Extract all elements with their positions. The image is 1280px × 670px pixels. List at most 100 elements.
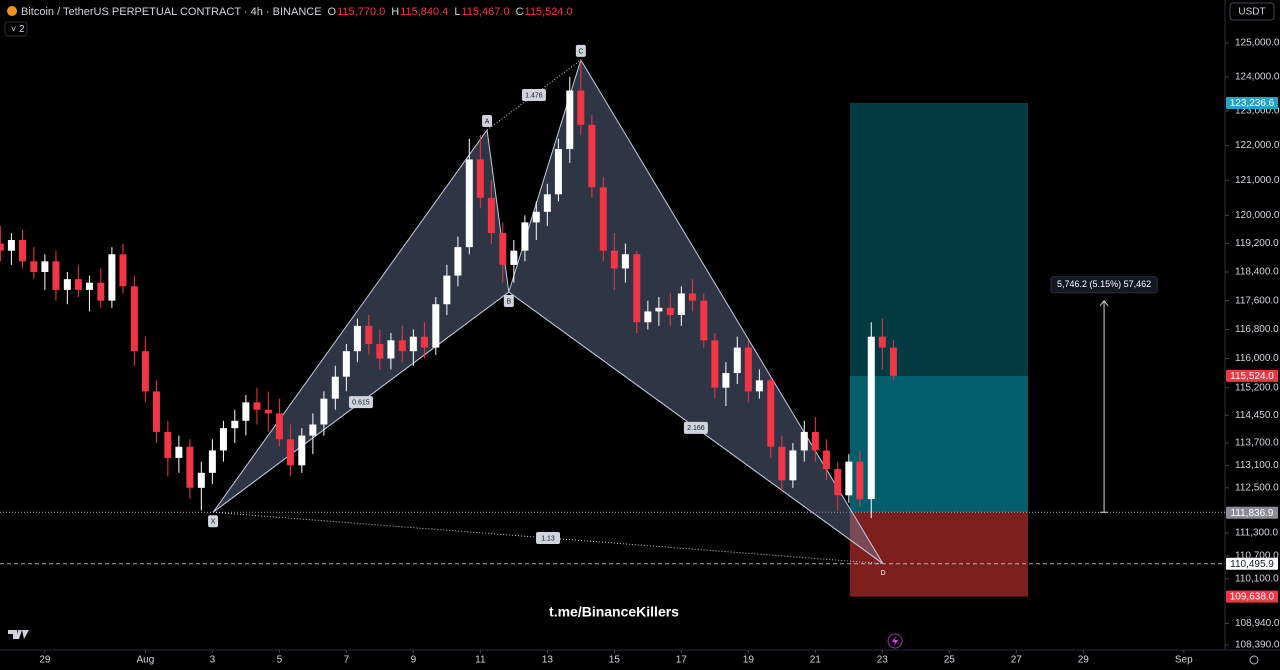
measure-label-bg	[1050, 276, 1158, 294]
candle-body	[711, 340, 719, 388]
y-tick-label: 113,700.0	[1235, 438, 1279, 449]
header: Bitcoin / TetherUS PERPETUAL CONTRACT · …	[21, 6, 573, 18]
candle-body	[130, 286, 138, 352]
candle-body	[420, 336, 428, 348]
candle-body	[566, 90, 574, 150]
y-tick-label: 124,000.0	[1235, 72, 1280, 83]
x-tick-label: 27	[1011, 655, 1023, 666]
candle-body	[834, 469, 842, 496]
pattern-point-label: D	[880, 570, 885, 577]
candle-body	[499, 232, 507, 265]
price-label-bg	[1226, 96, 1278, 109]
candle-body	[532, 211, 540, 223]
candle-body	[487, 197, 495, 233]
candle-body	[41, 261, 49, 273]
candle-body	[197, 472, 205, 488]
y-tick-label: 116,800.0	[1235, 324, 1279, 335]
candle-body	[845, 461, 853, 496]
alert-bolt	[892, 636, 898, 646]
candle-body	[208, 450, 216, 473]
price-label: 115,524.0	[1230, 371, 1274, 382]
candle-body	[275, 413, 283, 440]
x-tick-label: 21	[810, 655, 822, 666]
x-tick-label: 7	[344, 655, 350, 666]
price-label-bg	[1226, 590, 1278, 603]
pattern-point-label: A	[485, 118, 490, 125]
x-tick-label: 11	[475, 655, 486, 666]
price-label: 110,495.9	[1230, 559, 1274, 570]
candle-body	[443, 275, 451, 305]
ratio-label: 2.166	[687, 425, 705, 432]
x-tick-label: 3	[210, 655, 216, 666]
indicator-toggle[interactable]	[4, 21, 28, 37]
y-tick-label: 112,500.0	[1235, 482, 1279, 493]
candle-body	[186, 446, 194, 488]
settings-icon[interactable]	[1249, 655, 1259, 665]
ratio-label: 1.476	[525, 92, 543, 99]
measure-arrow	[1099, 299, 1109, 307]
candle-body	[365, 325, 373, 344]
candle-body	[744, 347, 752, 392]
candle-body	[633, 254, 641, 323]
currency-label[interactable]: USDT	[1238, 7, 1265, 18]
candle-body	[677, 293, 685, 316]
ratio-label-bg	[536, 531, 561, 544]
candle-body	[85, 282, 93, 290]
currency-button[interactable]	[1229, 2, 1275, 21]
candle-body	[700, 300, 708, 341]
pattern-point-bg	[482, 115, 493, 128]
ratio-label-bg	[521, 88, 546, 101]
y-tick-label: 122,000.0	[1235, 140, 1280, 151]
candle-body	[577, 90, 585, 125]
y-tick-label: 118,400.0	[1235, 267, 1279, 278]
ratio-label: 1.13	[541, 535, 555, 542]
candle-body	[655, 307, 663, 312]
candle-body	[320, 398, 328, 425]
candle-body	[856, 461, 864, 500]
candle-body	[97, 282, 105, 301]
price-label: 111,836.9	[1230, 508, 1273, 519]
pattern-point-bg	[877, 566, 888, 579]
y-tick-label: 110,100.0	[1235, 573, 1279, 584]
x-tick-label: Sep	[1175, 655, 1193, 666]
candle-body	[242, 402, 250, 421]
watermark: t.me/BinanceKillers	[549, 604, 679, 620]
indicator-caret: ˅	[11, 24, 16, 34]
pattern-point-label: X	[211, 519, 216, 526]
y-tick-label: 113,100.0	[1235, 460, 1279, 471]
x-tick-label: 29	[1078, 655, 1090, 666]
tradingview-logo	[8, 630, 29, 639]
candle-body	[789, 450, 797, 481]
candle-body	[599, 187, 607, 251]
price-label: 109,638.0	[1230, 592, 1275, 603]
candle-body	[376, 343, 384, 359]
candle-body	[387, 340, 395, 359]
candle-body	[18, 240, 26, 262]
header-o: 115,770.0	[337, 6, 385, 18]
y-tick-label: 123,000.0	[1235, 106, 1280, 117]
candle-body	[510, 250, 518, 265]
y-tick-label: 116,000.0	[1235, 353, 1279, 364]
profit-zone-filled	[849, 375, 1029, 513]
profit-zone	[849, 102, 1029, 376]
candle-body	[688, 293, 696, 301]
y-tick-label: 125,000.0	[1235, 38, 1280, 49]
candle-body	[644, 311, 652, 323]
x-tick-label: 23	[877, 655, 889, 666]
loss-zone	[849, 512, 1029, 597]
candle-body	[878, 336, 886, 348]
candle-body	[342, 351, 350, 377]
y-tick-label: 110,700.0	[1235, 551, 1279, 562]
symbol-icon	[7, 6, 17, 16]
pattern-point-bg	[503, 295, 514, 308]
candle-body	[465, 159, 473, 248]
candle-body	[822, 450, 830, 470]
candle-body	[811, 431, 819, 451]
candle-body	[152, 391, 160, 432]
header-h-label: H	[391, 6, 399, 18]
alert-icon[interactable]	[887, 633, 903, 649]
candle-body	[889, 347, 897, 376]
